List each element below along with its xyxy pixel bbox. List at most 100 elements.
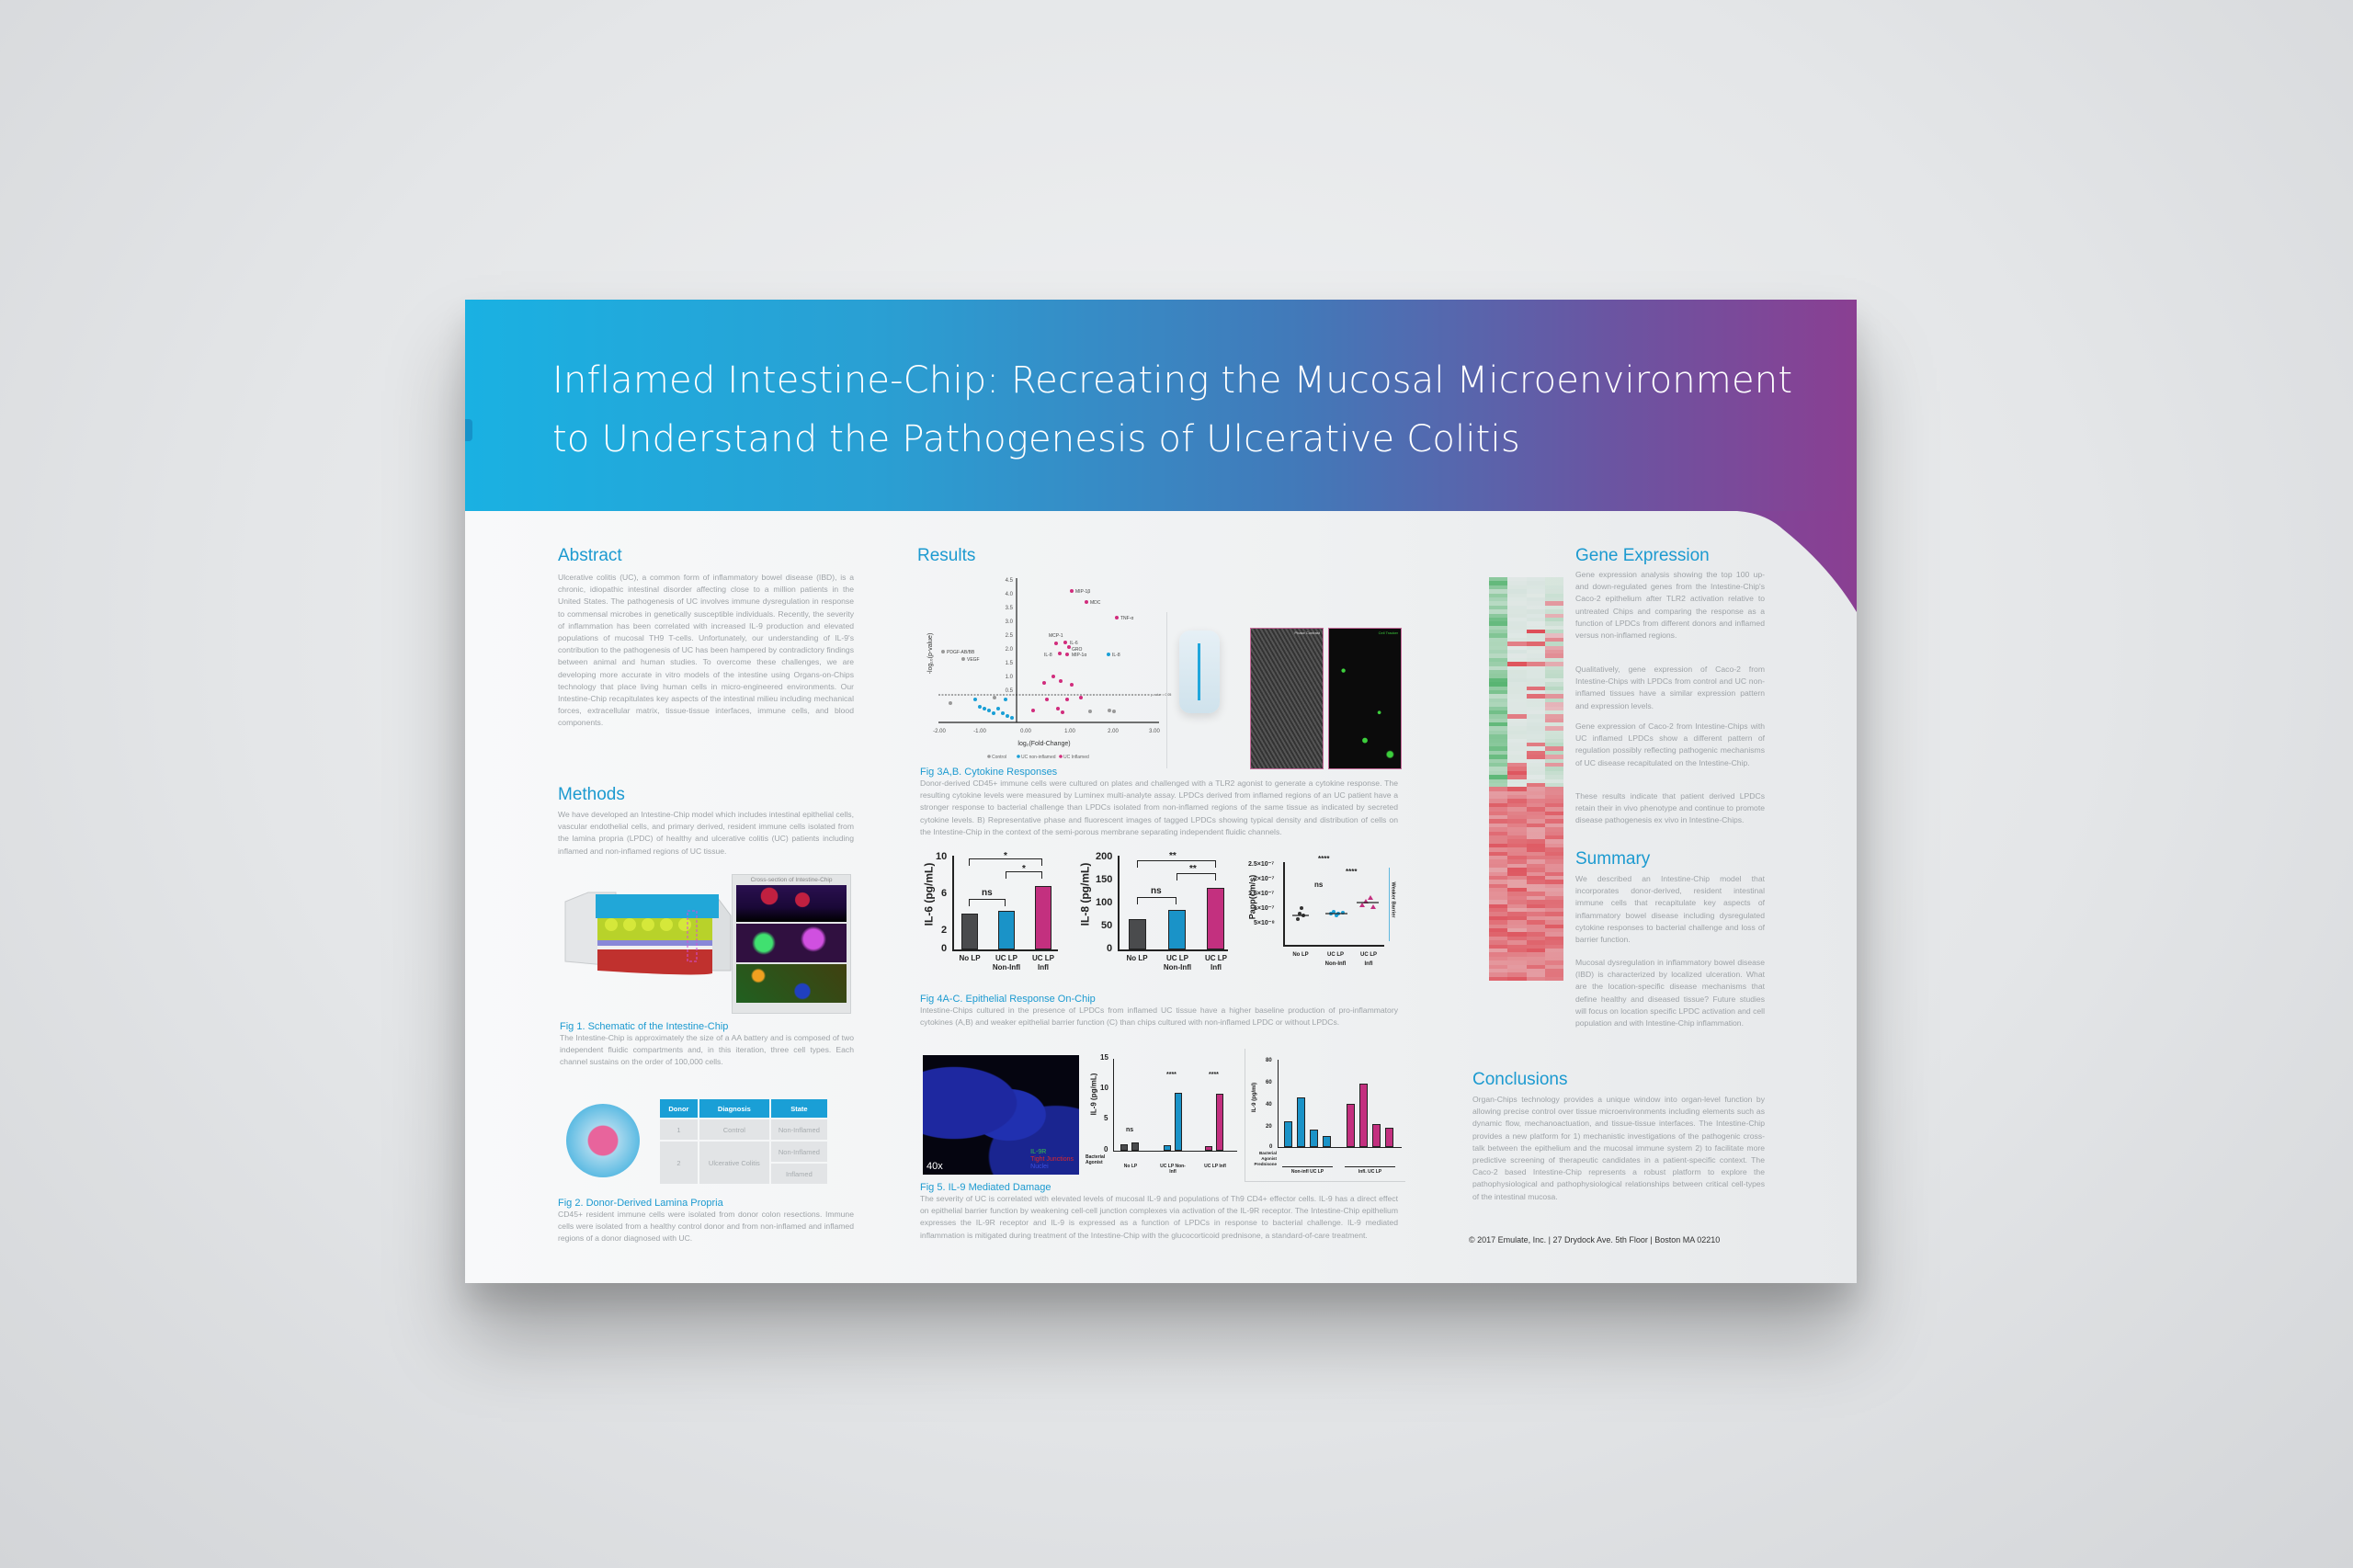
table-row: 1 Control Non-Inflamed: [660, 1119, 827, 1140]
svg-text:GRO: GRO: [1072, 647, 1083, 653]
svg-text:MDC: MDC: [1090, 600, 1101, 606]
immune-cells-image: [736, 924, 847, 962]
svg-text:2.5: 2.5: [1006, 633, 1014, 639]
svg-text:IL-8: IL-8: [1044, 653, 1052, 658]
svg-text:1.5: 1.5: [1006, 661, 1014, 666]
svg-text:Control: Control: [992, 755, 1006, 760]
abstract-heading: Abstract: [558, 546, 622, 565]
prednisone-chart-panel: IL-9 (pg/ml) 80 60 40 20 0 Bacterial Ago…: [1245, 1049, 1405, 1182]
svg-text:MIP-1β: MIP-1β: [1075, 589, 1090, 595]
phase-contrast-image: Phase Contrast: [1250, 628, 1324, 769]
image-divider: [1166, 612, 1167, 768]
svg-text:1.00: 1.00: [1064, 729, 1075, 734]
fig5-text: The severity of UC is correlated with el…: [920, 1194, 1398, 1240]
svg-text:2.0: 2.0: [1006, 647, 1014, 653]
svg-text:UC Inflamed: UC Inflamed: [1063, 755, 1089, 760]
svg-text:TNF-α: TNF-α: [1120, 616, 1133, 621]
svg-text:1.0: 1.0: [1006, 675, 1014, 680]
svg-text:-2.00: -2.00: [933, 729, 946, 734]
summary-heading: Summary: [1575, 849, 1651, 869]
il6-bar-uc-infl: [1035, 886, 1051, 949]
intestine-chip-schematic: [564, 892, 732, 975]
svg-text:PDGF-AB/BB: PDGF-AB/BB: [947, 650, 975, 655]
cell-tracker-label: Cell Tracker: [1378, 631, 1398, 635]
il6-bar-chart: IL-6 (pg/mL) 10 6 2 0 ns * * No LP UC LP…: [922, 851, 1072, 971]
fig5-caption: Fig 5. IL-9 Mediated Damage: [920, 1182, 1051, 1193]
cross-section-title: Cross-section of Intestine-Chip: [750, 877, 833, 883]
epithelium-image: [736, 885, 847, 922]
weaker-barrier-arrow: [1389, 868, 1390, 941]
il9-bar-chart: IL-9 (pg/mL) 15 10 5 0 ns **** **** Bact…: [1086, 1053, 1242, 1177]
svg-text:UC non-inflamed: UC non-inflamed: [1021, 755, 1056, 760]
fig3-caption: Fig 3A,B. Cytokine Responses: [920, 767, 1058, 778]
table-row: 2 Ulcerative Colitis Non-Inflamed: [660, 1142, 827, 1184]
svg-text:-log₁₀(p-value): -log₁₀(p-value): [927, 633, 934, 675]
summary-p2: Mucosal dysregulation in inflammatory bo…: [1575, 958, 1765, 1028]
phase-contrast-label: Phase Contrast: [1294, 631, 1320, 635]
methods-heading: Methods: [558, 785, 625, 804]
papp-scatter-chart: Papp(cm/s) 2.5×10⁻⁷ 2×10⁻⁷ 1.5×10⁻⁷ 1×10…: [1247, 855, 1396, 967]
svg-text:2.00: 2.00: [1108, 729, 1119, 734]
il8-bar-uc-noninfl: [1168, 910, 1186, 949]
magnification-label: 40x: [926, 1161, 943, 1172]
abstract-text: Ulcerative colitis (UC), a common form o…: [558, 573, 854, 728]
fig1-text: The Intestine-Chip is approximately the …: [560, 1033, 854, 1067]
fig2-text: CD45+ resident immune cells were isolate…: [558, 1210, 854, 1244]
svg-text:3.00: 3.00: [1149, 729, 1160, 734]
il8-bar-no-lp: [1129, 919, 1146, 949]
intestine-illustration: [566, 1104, 640, 1177]
state-col-header: State: [770, 1099, 827, 1118]
chip-image: [1179, 631, 1220, 713]
poster: Inflamed Intestine-Chip: Recreating the …: [465, 300, 1857, 1283]
results-heading: Results: [917, 546, 976, 565]
heatmap-grid: [1489, 577, 1563, 1009]
cross-section-inset: Cross-section of Intestine-Chip: [732, 874, 851, 1014]
svg-text:p-value = 0.05: p-value = 0.05: [1151, 693, 1171, 697]
gene-expression-heatmap: [1467, 568, 1563, 1011]
svg-text:0.00: 0.00: [1020, 729, 1031, 734]
il6-bar-no-lp: [961, 914, 978, 949]
volcano-plot: 4.5 4.0 3.5 3.0 2.5 2.0 1.5 1.0 0.5 -2.00 -1.00 0.…: [927, 578, 1171, 760]
svg-text:VEGF: VEGF: [967, 657, 980, 663]
gene-expression-p3: Gene expression of Caco-2 from Intestine…: [1575, 722, 1765, 767]
il8-bar-chart: IL-8 (pg/mL) 200 150 100 50 0 ns ** ** N…: [1078, 851, 1228, 971]
fig2-caption: Fig 2. Donor-Derived Lamina Propria: [558, 1198, 723, 1209]
il6-ylabel: IL-6 (pg/mL): [922, 862, 936, 926]
stain-legend: IL-9R Tight Junctions Nuclei: [1030, 1149, 1074, 1170]
gene-expression-p1: Gene expression analysis showing the top…: [1575, 570, 1765, 641]
diagnosis-col-header: Diagnosis: [699, 1099, 769, 1118]
weaker-barrier-label: Weaker Barrier: [1390, 881, 1396, 918]
il6-bar-uc-noninfl: [998, 911, 1015, 949]
donor-col-header: Donor: [660, 1099, 698, 1118]
gene-expression-p2: Qualitatively, gene expression of Caco-2…: [1575, 665, 1765, 710]
methods-text: We have developed an Intestine-Chip mode…: [558, 810, 854, 856]
conclusions-text: Organ-Chips technology provides a unique…: [1472, 1095, 1765, 1201]
summary-p1: We described an Intestine-Chip model tha…: [1575, 874, 1765, 945]
header-tab: [465, 419, 472, 441]
svg-text:4.0: 4.0: [1006, 592, 1014, 597]
cell-tracker-image: Cell Tracker: [1328, 628, 1402, 769]
fig4-caption: Fig 4A-C. Epithelial Response On-Chip: [920, 994, 1096, 1005]
svg-text:MCP-1: MCP-1: [1049, 633, 1063, 639]
endothelium-image: [736, 964, 847, 1003]
il9r-fluorescence-image: 40x IL-9R Tight Junctions Nuclei: [923, 1055, 1079, 1175]
papp-points: [1292, 895, 1379, 921]
svg-text:-1.00: -1.00: [973, 729, 986, 734]
gene-expression-heading: Gene Expression: [1575, 546, 1710, 565]
svg-text:4.5: 4.5: [1006, 578, 1014, 584]
donor-table: Donor Diagnosis State 1 Control Non-Infl…: [658, 1097, 829, 1186]
footer-copyright: © 2017 Emulate, Inc. | 27 Drydock Ave. 5…: [1469, 1235, 1721, 1244]
il8-bar-uc-infl: [1207, 888, 1224, 949]
svg-text:MIP-1α: MIP-1α: [1072, 653, 1086, 658]
poster-title: Inflamed Intestine-Chip: Recreating the …: [552, 359, 1793, 460]
fig4-text: Intestine-Chips cultured in the presence…: [920, 1006, 1398, 1028]
fig3-text: Donor-derived CD45+ immune cells were cu…: [920, 778, 1398, 836]
svg-text:3.0: 3.0: [1006, 619, 1014, 625]
fig1-caption: Fig 1. Schematic of the Intestine-Chip: [560, 1021, 729, 1032]
svg-text:0.5: 0.5: [1006, 688, 1014, 694]
poster-header: Inflamed Intestine-Chip: Recreating the …: [465, 300, 1857, 511]
gene-expression-p4: These results indicate that patient deri…: [1575, 791, 1765, 825]
svg-text:log₂(Fold-Change): log₂(Fold-Change): [1017, 741, 1070, 747]
header-corner-wave: [1719, 511, 1857, 612]
svg-text:IL-8: IL-8: [1112, 653, 1120, 658]
